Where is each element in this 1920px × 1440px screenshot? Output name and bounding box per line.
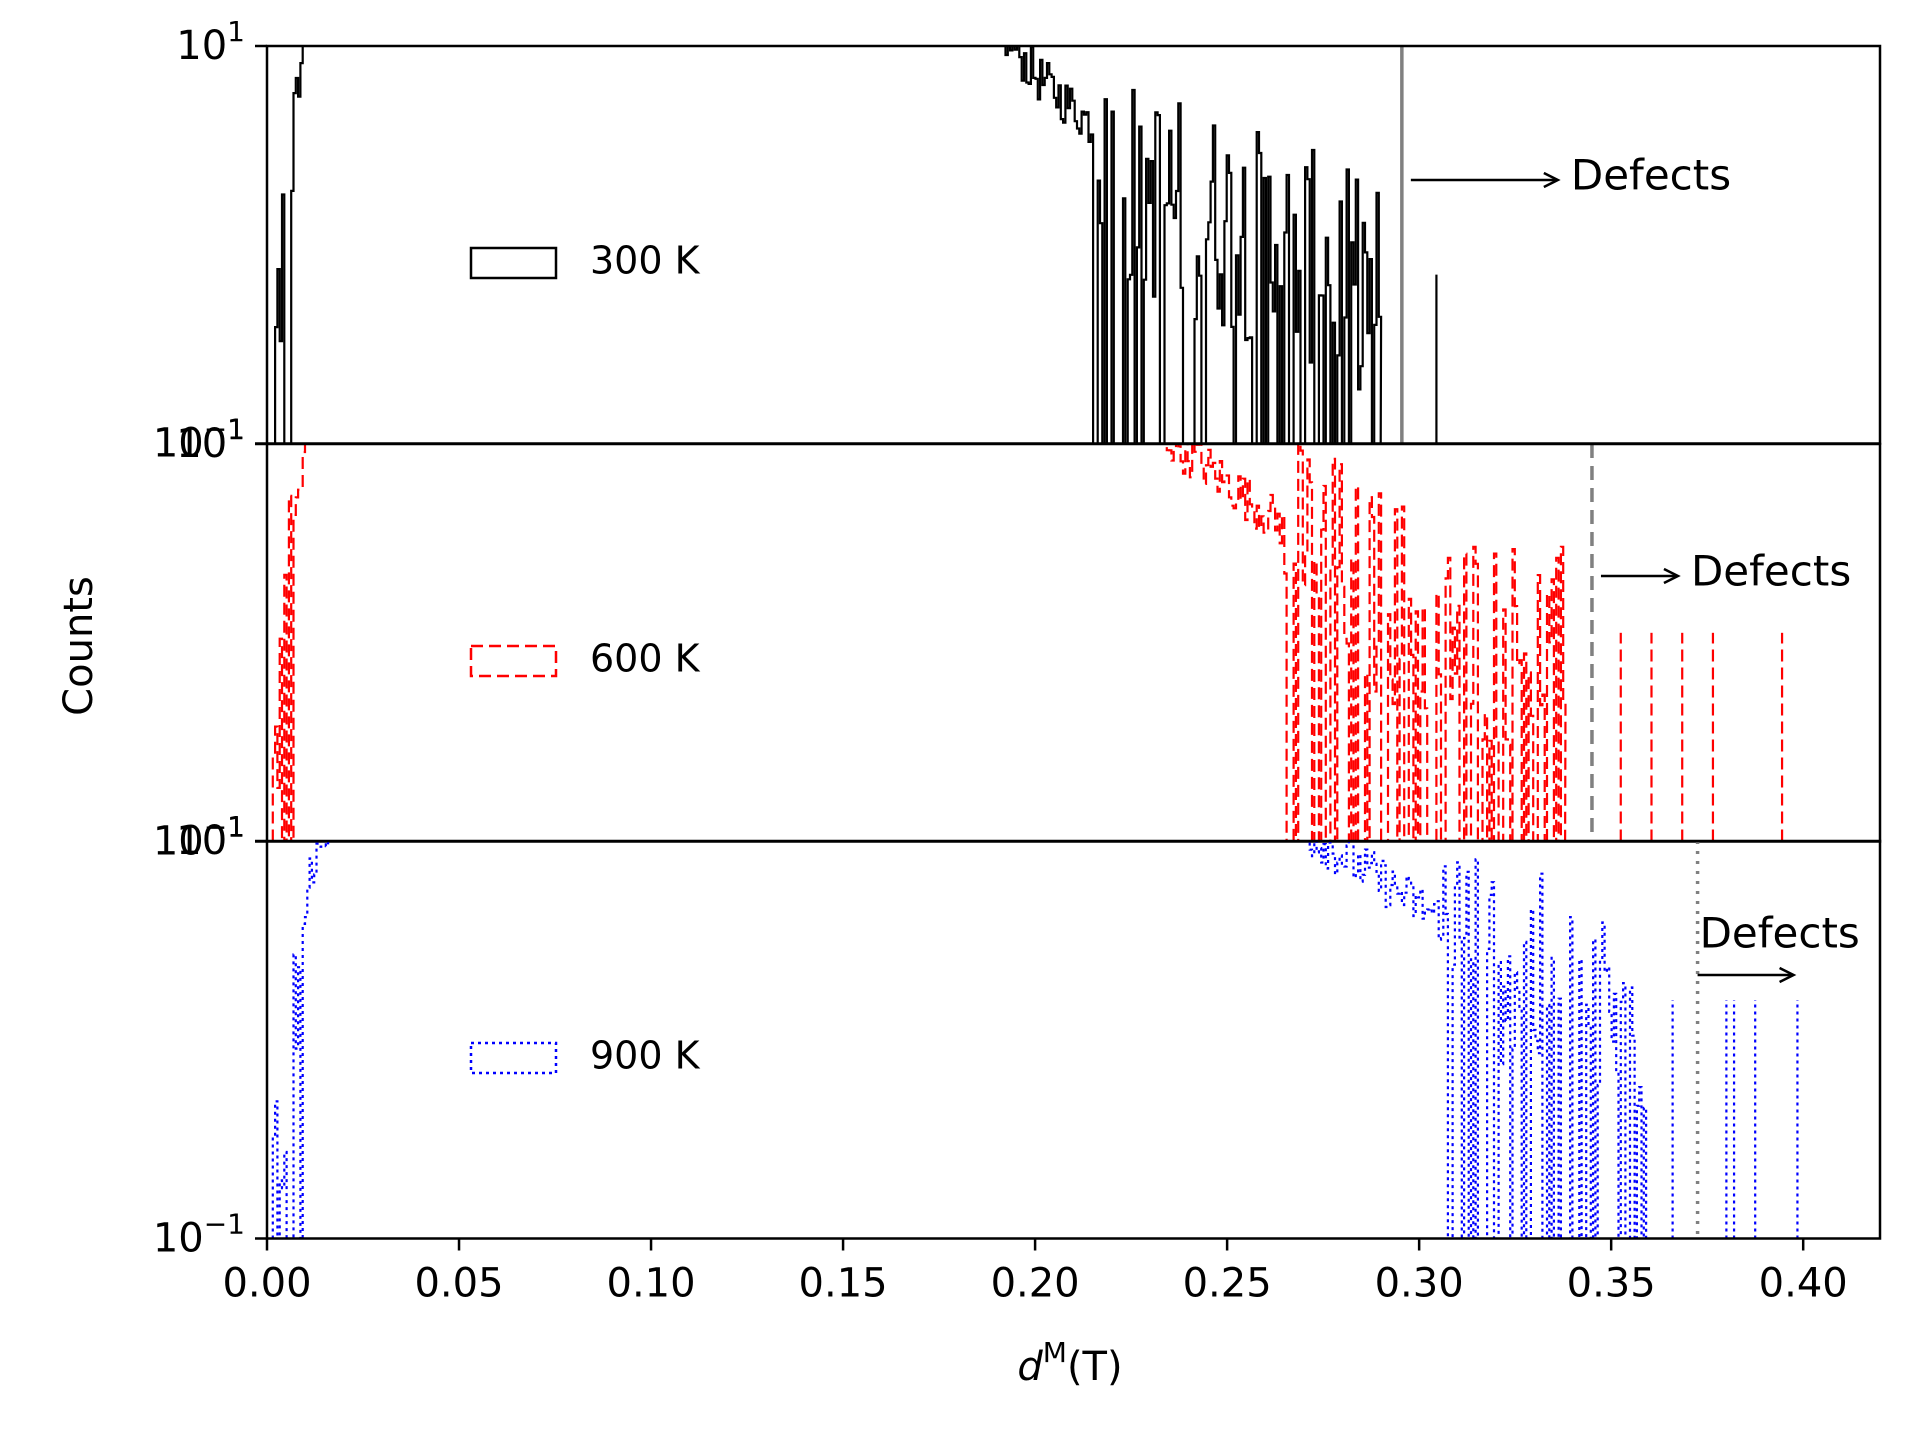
x-tick-label: 0.20	[991, 1261, 1080, 1307]
panel-frame	[265, 839, 1882, 1240]
histogram-series	[271, 841, 1651, 1239]
y-tick-label: 101	[176, 413, 245, 467]
legend-label: 900 K	[590, 1034, 701, 1078]
x-tick-label: 0.10	[607, 1261, 696, 1307]
panel-frame	[265, 442, 1882, 843]
x-axis-label: dM(T)	[1017, 1336, 1122, 1390]
x-tick-label: 0.15	[799, 1261, 888, 1307]
y-tick-label: 10−1	[153, 413, 245, 467]
y-axis-label: Counts	[56, 576, 102, 716]
y-tick-label: 10−1	[153, 1208, 245, 1262]
x-tick-label: 0.30	[1375, 1261, 1464, 1307]
panel-frame	[265, 44, 1882, 445]
x-tick-label: 0.25	[1183, 1261, 1272, 1307]
x-tick-label: 0.40	[1759, 1261, 1848, 1307]
legend-label: 300 K	[590, 239, 701, 283]
legend-swatch	[469, 246, 558, 280]
defects-arrow-head	[1543, 171, 1561, 189]
histogram-series	[271, 444, 1567, 842]
y-tick-label: 101	[176, 15, 245, 69]
x-tick-label: 0.00	[222, 1261, 311, 1307]
defects-arrow-head	[1779, 966, 1797, 984]
x-tick-label: 0.35	[1567, 1261, 1656, 1307]
y-tick-label: 10−1	[153, 811, 245, 865]
legend-swatch	[469, 644, 558, 678]
defects-arrow-head	[1663, 567, 1681, 585]
x-tick-label: 0.05	[414, 1261, 503, 1307]
histogram-series	[271, 46, 1383, 444]
y-tick-label: 101	[176, 810, 245, 864]
defects-label: Defects	[1700, 909, 1860, 958]
legend-swatch	[469, 1041, 558, 1075]
defects-label: Defects	[1571, 151, 1731, 200]
legend-label: 600 K	[590, 637, 701, 681]
x-axis: 0.00 0.05 0.10 0.15 0.20 0.25 0.30 0.35 0.40	[222, 1238, 1848, 1307]
defects-label: Defects	[1691, 547, 1851, 596]
